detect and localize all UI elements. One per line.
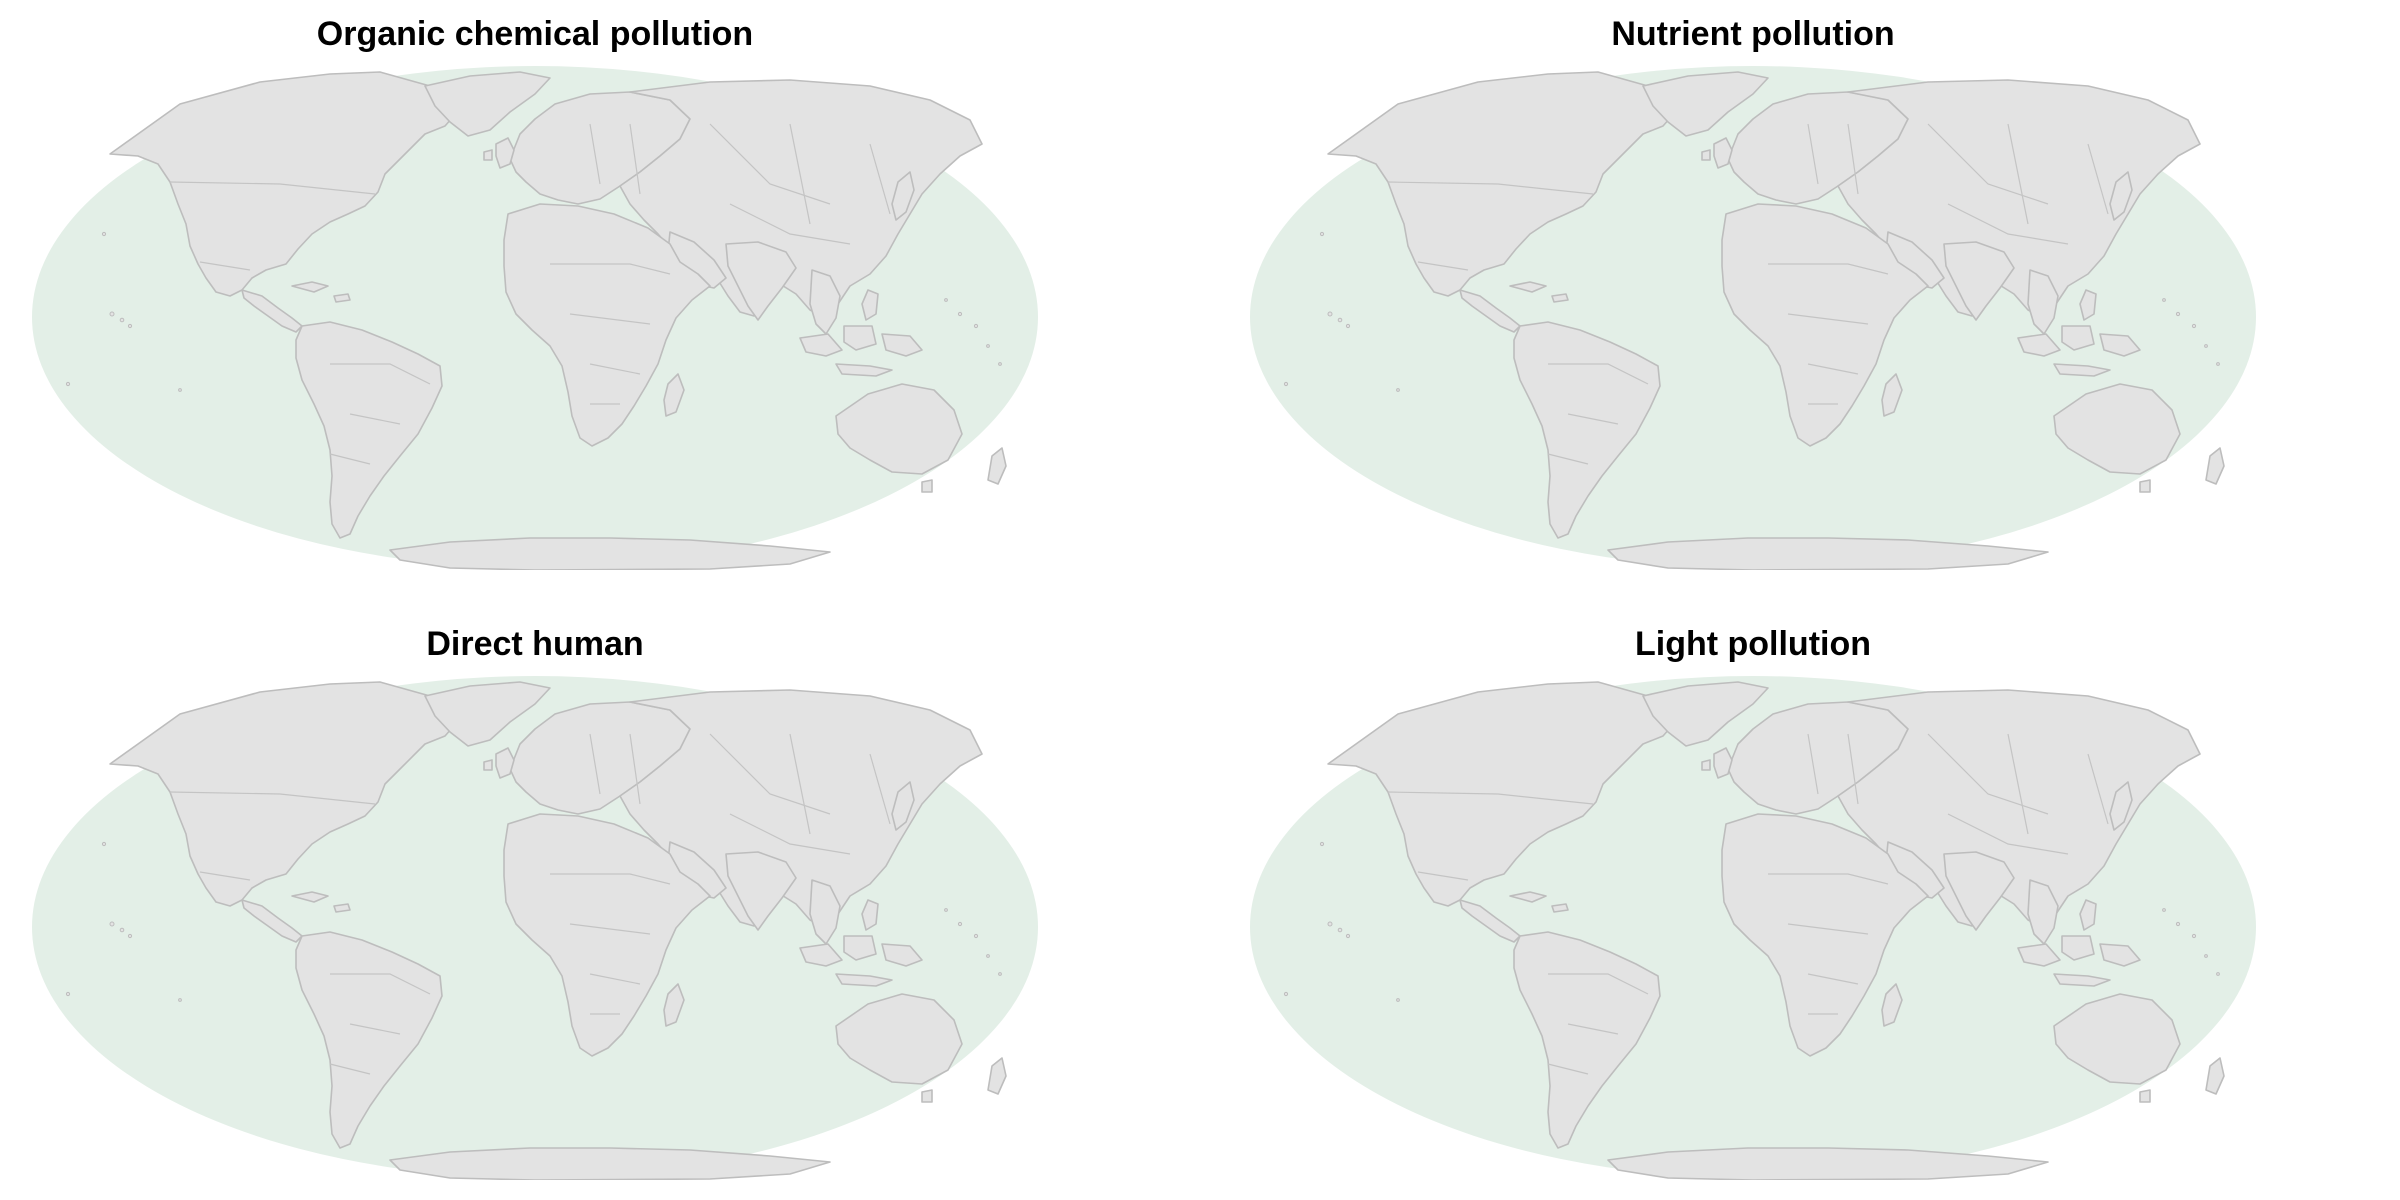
map-panel-organic-chemical-pollution: Organic chemical pollution (30, 10, 1040, 570)
world-map (1248, 674, 2258, 1180)
map-panel-light-pollution: Light pollution (1248, 620, 2258, 1180)
world-map (30, 64, 1040, 570)
panel-title: Light pollution (1634, 625, 1872, 663)
map-panel-direct-human: Direct human (30, 620, 1040, 1180)
panel-title: Nutrient pollution (1611, 15, 1895, 53)
map-panel-nutrient-pollution: Nutrient pollution (1248, 10, 2258, 570)
panel-title: Direct human (426, 625, 644, 663)
panel-title: Organic chemical pollution (316, 15, 754, 53)
world-map (30, 674, 1040, 1180)
world-map (1248, 64, 2258, 570)
